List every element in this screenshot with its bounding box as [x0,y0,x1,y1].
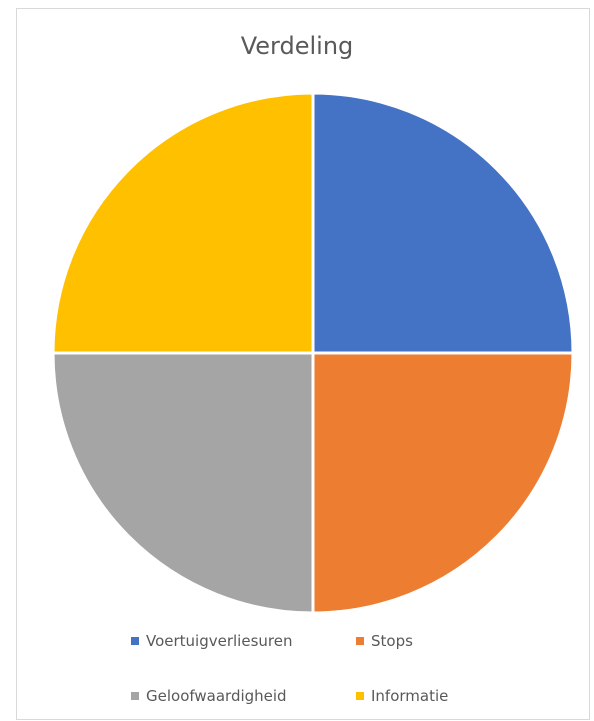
legend-item-stops: Stops [356,632,413,650]
legend-swatch [356,692,364,700]
pie-slice-voertuigverliesuren [311,91,575,355]
legend-label: Voertuigverliesuren [146,632,293,650]
pie-slice-informatie [51,91,315,355]
legend-item-voertuigverliesuren: Voertuigverliesuren [131,632,292,650]
pie-slice-geloofwaardigheid [51,351,315,615]
legend-label: Geloofwaardigheid [146,687,287,705]
legend-swatch [131,637,139,645]
legend-item-informatie: Informatie [356,687,448,705]
legend-label: Stops [371,632,413,650]
pie-slices [51,91,575,615]
legend-label: Informatie [371,687,449,705]
legend-item-geloofwaardigheid: Geloofwaardigheid [131,687,287,705]
legend-swatch [131,692,139,700]
chart-title: Verdeling [240,32,354,60]
pie-slice-stops [311,351,575,615]
legend-swatch [356,637,364,645]
